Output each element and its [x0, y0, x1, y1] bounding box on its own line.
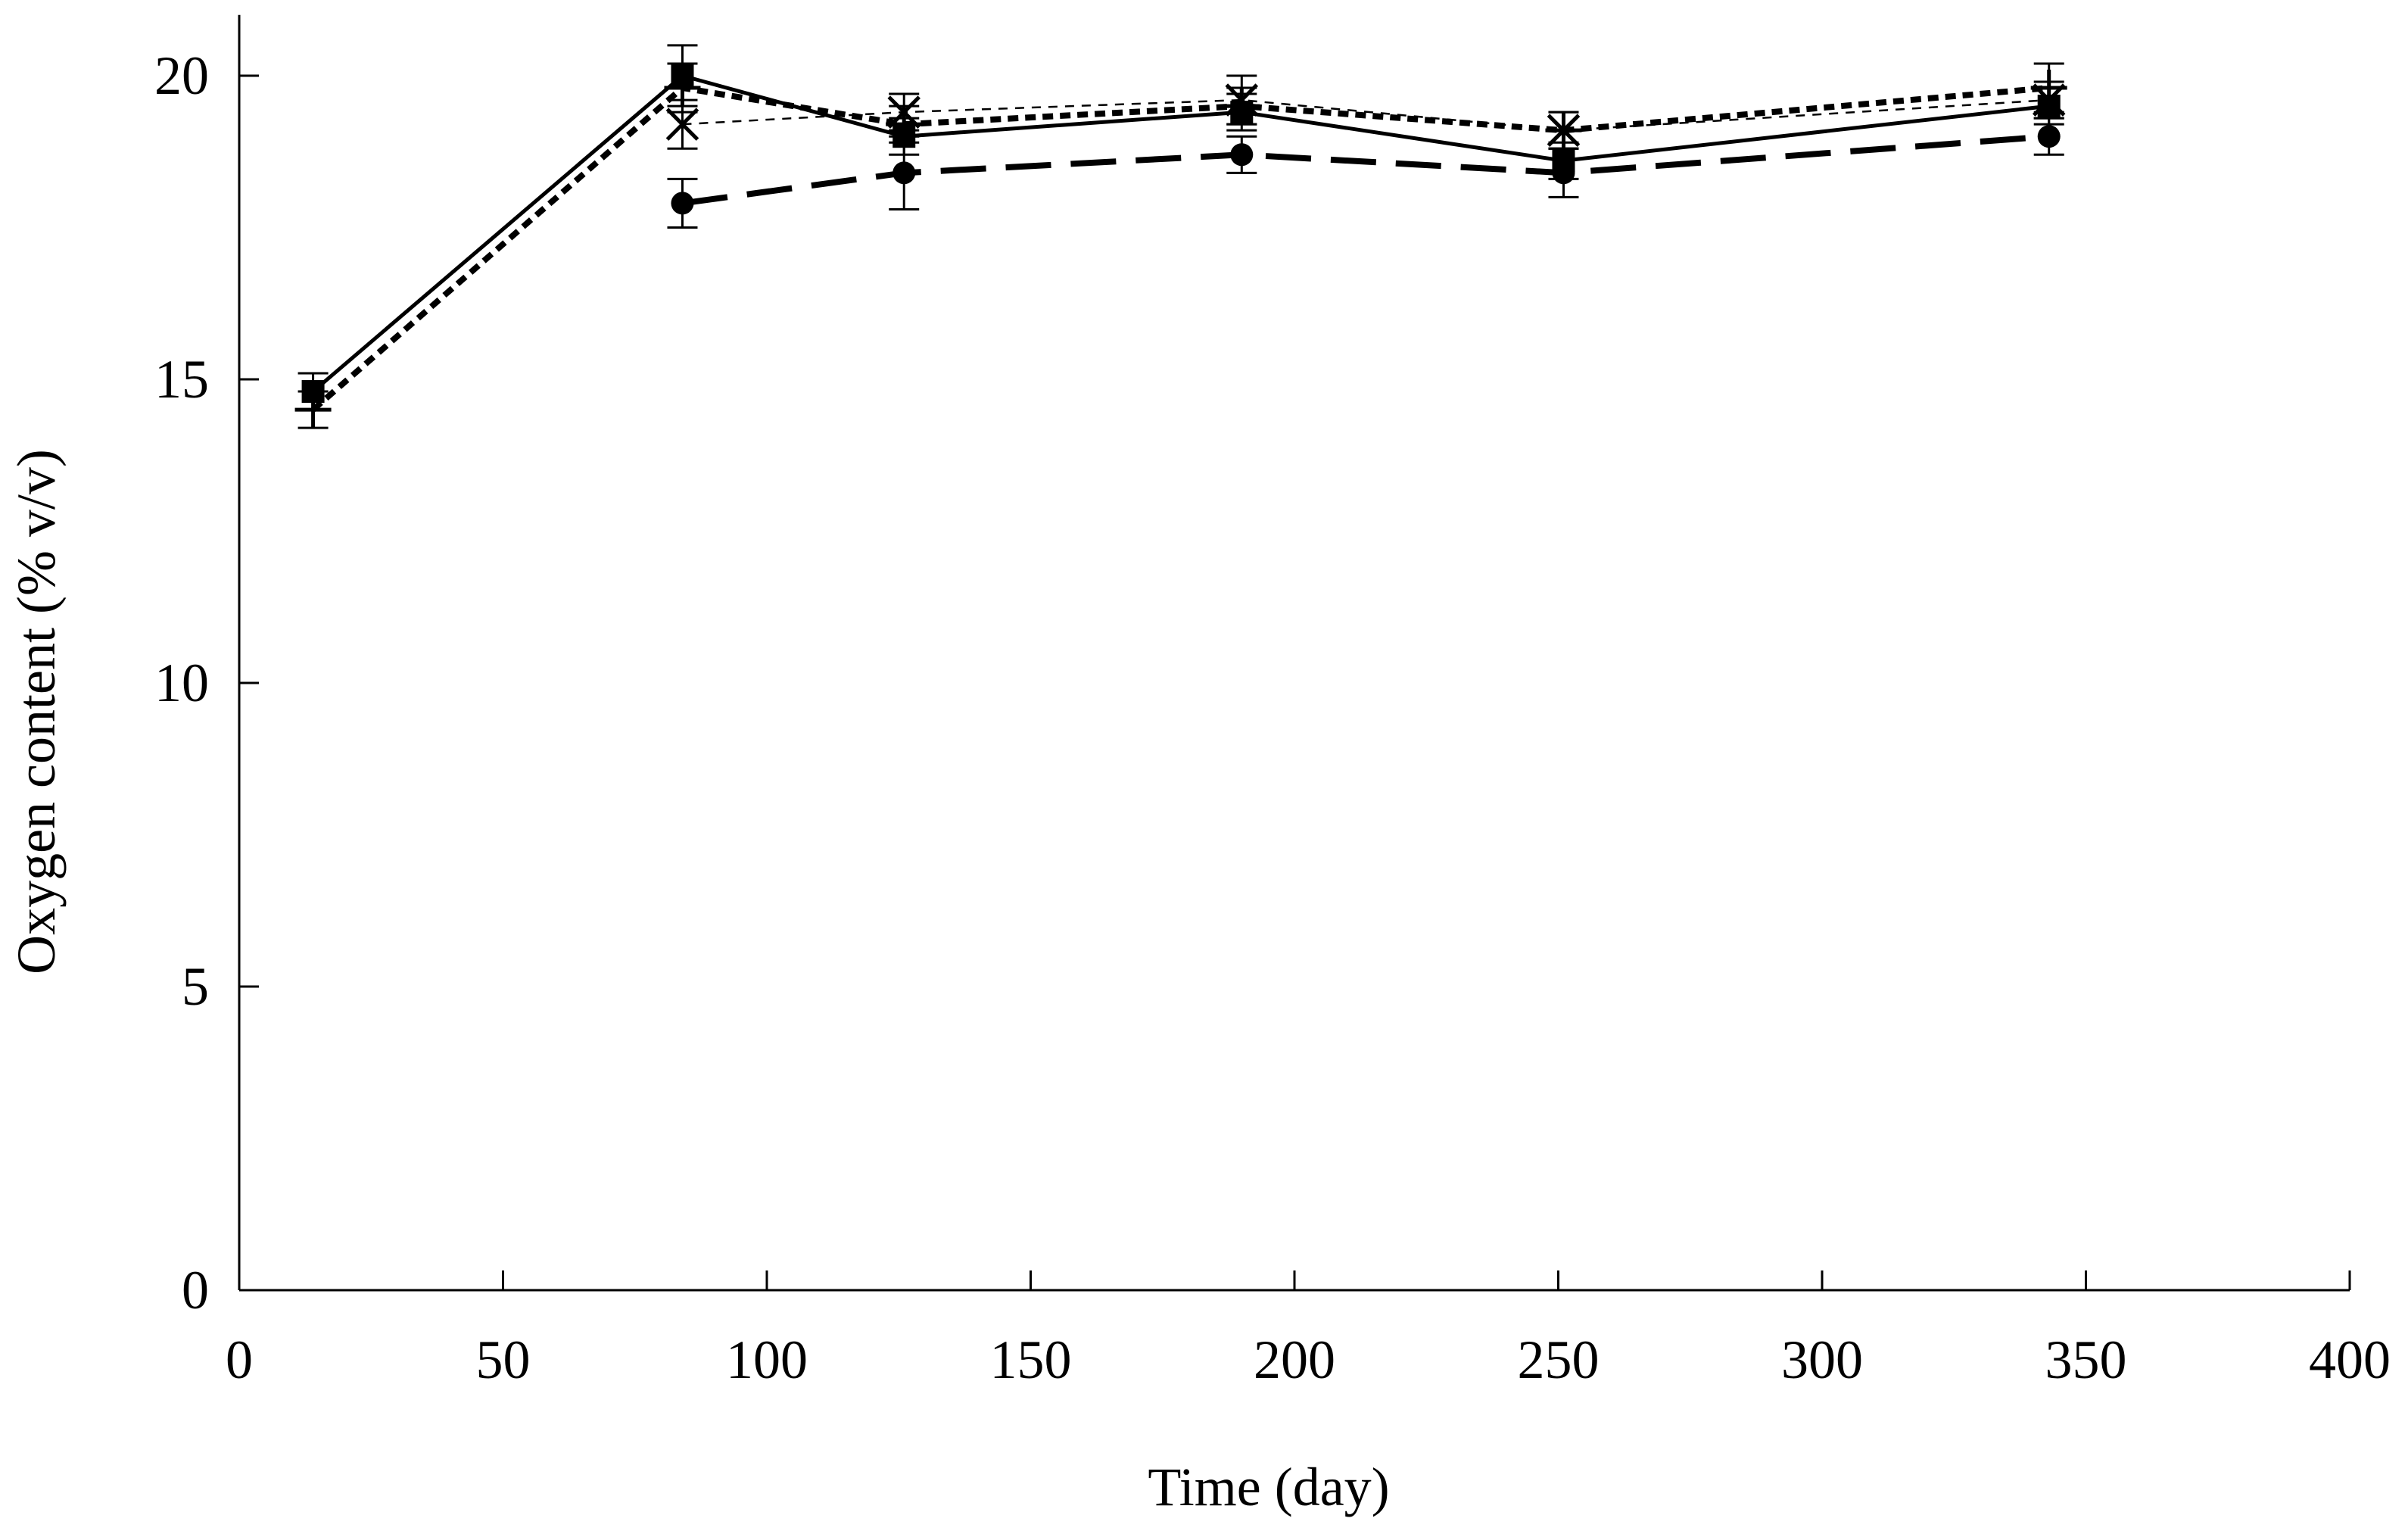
series-line [310, 85, 2050, 413]
data-point-circle [892, 161, 916, 185]
y-axis-title: Oxygen content (% v/v) [6, 449, 67, 974]
x-tick-label: 100 [726, 1330, 808, 1390]
data-point-circle [1230, 143, 1254, 167]
y-tick-label: 20 [154, 45, 209, 106]
data-point-circle [2037, 125, 2061, 148]
series-square-solid [297, 44, 2064, 411]
series-line [681, 133, 2050, 207]
data-point-circle [1552, 161, 1575, 185]
axes: 0 50 100 150 200 250 300 350 400 0 5 10 15 20 [154, 14, 2391, 1390]
x-tick-label: 400 [2309, 1330, 2391, 1390]
x-tick-label: 300 [1781, 1330, 1863, 1390]
x-tick-label: 350 [2045, 1330, 2127, 1390]
data-point-x [2032, 83, 2066, 117]
series-layer [294, 44, 2067, 429]
x-tick-label: 250 [1518, 1330, 1600, 1390]
y-tick-label: 0 [182, 1260, 209, 1320]
y-tick-label: 10 [154, 653, 209, 713]
y-tick-label: 15 [154, 349, 209, 410]
y-tick-label: 5 [182, 956, 209, 1017]
x-axis-title: Time (day) [1148, 1457, 1389, 1517]
x-tick-label: 50 [476, 1330, 531, 1390]
data-point-x [887, 95, 921, 129]
data-point-circle [671, 192, 694, 215]
data-point-x [1225, 83, 1259, 117]
data-point-x [1547, 114, 1581, 147]
series-x-thin-dashed [665, 74, 2066, 150]
x-tick-label: 0 [226, 1330, 253, 1390]
series-line [311, 73, 2049, 393]
series-circle-long-dashed [667, 117, 2064, 229]
data-point-plus [294, 391, 332, 429]
x-tick-label: 200 [1254, 1330, 1335, 1390]
x-tick-label: 150 [990, 1330, 1072, 1390]
data-point-x [665, 108, 699, 141]
